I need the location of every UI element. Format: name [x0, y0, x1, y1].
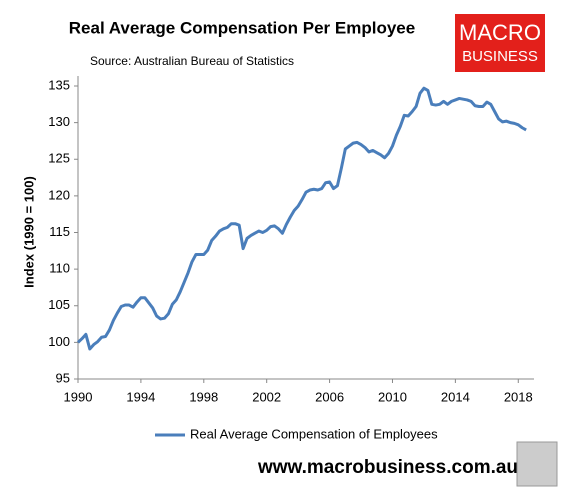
logo-text: MACRO [459, 20, 541, 45]
x-tick-label: 1990 [64, 389, 93, 404]
logo-box [455, 14, 545, 72]
x-tick-label: 1998 [189, 389, 218, 404]
y-tick-label: 135 [48, 77, 70, 92]
chart-title: Real Average Compensation Per Employee [69, 18, 415, 37]
logo-text: BUSINESS [462, 48, 538, 65]
x-tick-label: 2006 [315, 389, 344, 404]
y-tick-label: 130 [48, 114, 70, 129]
footer: www.macrobusiness.com.au [257, 457, 518, 478]
y-tick-label: 110 [49, 261, 70, 276]
chart-subtitle: Source: Australian Bureau of Statistics [90, 54, 294, 68]
line [76, 86, 527, 351]
y-tick-label: 120 [48, 187, 70, 202]
x-tick-label: 1994 [126, 389, 155, 404]
x-tick-label: 2002 [252, 389, 281, 404]
y-tick-label: 115 [49, 224, 70, 239]
y-tick-label: 105 [48, 297, 70, 312]
y-tick-label: 95 [56, 370, 70, 385]
y-tick-label: 125 [48, 151, 70, 166]
y-tick-label: 100 [48, 334, 70, 349]
y-axis-label: Index (1990 = 100) [21, 176, 36, 288]
x-tick-label: 2014 [441, 389, 470, 404]
wolf-icon [516, 441, 558, 487]
x-tick-label: 2018 [504, 389, 533, 404]
x-tick-label: 2010 [378, 389, 407, 404]
legend-label: Real Average Compensation of Employees [190, 426, 438, 441]
